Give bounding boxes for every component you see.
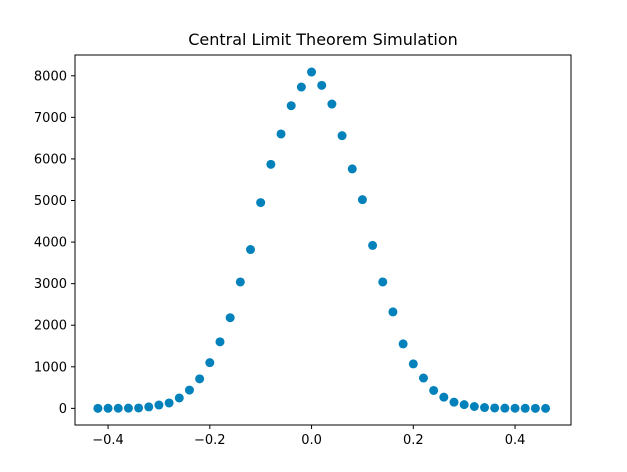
y-tick-label: 1000 <box>34 360 67 375</box>
data-point <box>520 403 530 413</box>
data-points <box>93 67 551 413</box>
data-point <box>215 337 225 347</box>
data-point <box>286 101 296 111</box>
data-point <box>296 82 306 92</box>
data-point <box>205 358 215 368</box>
data-point <box>174 393 184 403</box>
data-point <box>307 67 317 77</box>
data-point <box>103 403 113 413</box>
data-point <box>317 80 327 90</box>
y-tick-label: 2000 <box>34 319 67 334</box>
data-point <box>225 313 235 323</box>
y-tick-label: 3000 <box>34 277 67 292</box>
y-tick-label: 8000 <box>34 69 67 84</box>
data-point <box>388 307 398 317</box>
data-point <box>541 403 551 413</box>
data-point <box>439 392 449 402</box>
x-tick-label: 0.4 <box>505 433 526 448</box>
data-point <box>429 385 439 395</box>
data-point <box>195 374 205 384</box>
data-point <box>144 402 154 412</box>
y-tick-label: 5000 <box>34 194 67 209</box>
data-point <box>327 99 337 109</box>
data-point <box>500 403 510 413</box>
data-point <box>490 403 500 413</box>
data-point <box>164 398 174 408</box>
data-point <box>256 198 266 208</box>
data-point <box>154 400 164 410</box>
data-point <box>266 159 276 169</box>
x-tick-label: −0.2 <box>194 433 226 448</box>
data-point <box>408 359 418 369</box>
chart-title: Central Limit Theorem Simulation <box>188 30 458 49</box>
data-point <box>469 402 479 411</box>
data-point <box>134 403 144 413</box>
x-tick-label: 0.2 <box>403 433 424 448</box>
data-point <box>449 397 459 407</box>
data-point <box>93 403 103 413</box>
y-tick-label: 4000 <box>34 236 67 251</box>
data-point <box>347 164 357 174</box>
x-axis-ticks: −0.4 −0.2 0.0 0.2 0.4 <box>92 425 525 448</box>
data-point <box>510 403 520 413</box>
x-tick-label: 0.0 <box>301 433 322 448</box>
data-point <box>368 240 378 250</box>
y-tick-label: 0 <box>59 402 67 417</box>
data-point <box>113 403 123 413</box>
data-point <box>337 131 347 141</box>
y-tick-label: 6000 <box>34 152 67 167</box>
data-point <box>418 373 428 383</box>
data-point <box>235 277 245 287</box>
data-point <box>530 403 540 413</box>
data-point <box>123 403 133 413</box>
data-point <box>459 400 469 410</box>
data-point <box>480 403 490 413</box>
data-point <box>398 339 408 349</box>
data-point <box>184 385 194 395</box>
x-tick-label: −0.4 <box>92 433 124 448</box>
data-point <box>246 245 256 255</box>
data-point <box>357 195 367 205</box>
y-tick-label: 7000 <box>34 111 67 126</box>
data-point <box>276 129 286 139</box>
y-axis-ticks: 0 1000 2000 3000 4000 5000 6000 7000 8000 <box>34 69 75 417</box>
data-point <box>378 277 388 287</box>
plot-frame <box>74 54 572 426</box>
